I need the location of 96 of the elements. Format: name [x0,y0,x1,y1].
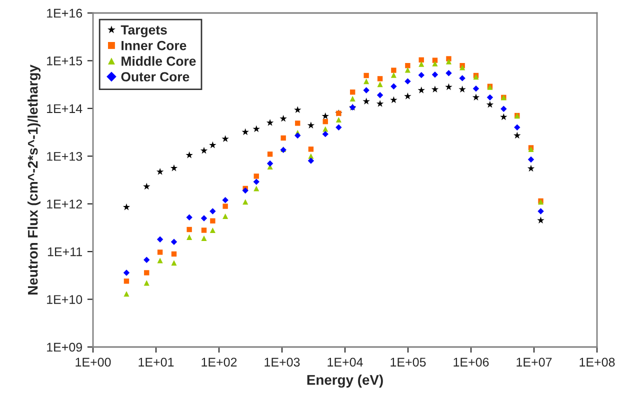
point [390,72,396,78]
point [254,186,260,192]
legend-label: Inner Core [122,40,186,50]
point [171,260,177,266]
point [418,86,425,94]
x-tick-label: 1E+05 [390,358,426,367]
point [376,100,384,107]
point [404,92,412,100]
x-tick-label: 1E+03 [264,358,300,367]
y-tick-label: 1E+16 [47,8,82,18]
point [170,238,178,245]
point [364,78,370,84]
legend-label: Outer Core [121,72,190,82]
point [458,86,466,93]
point [322,112,329,120]
point [500,106,507,112]
point [267,152,273,157]
y-tick-label: 1E+15 [47,56,82,66]
x-tick-label: 1E+06 [454,358,489,367]
point [472,94,480,101]
y-tick-label: 1E+12 [47,200,82,208]
point [254,174,259,179]
point [446,70,452,76]
point [322,126,328,132]
point [418,57,424,62]
point [252,125,260,132]
point [266,160,274,167]
point [431,86,439,93]
point [156,168,164,175]
point [418,61,424,67]
point [377,76,383,82]
point [364,72,369,78]
point [308,153,314,159]
point [527,164,535,172]
x-tick-label: 1E+02 [202,358,237,367]
point [391,68,396,73]
point [405,63,410,68]
x-tick-label: 1E+00 [76,358,111,367]
point [294,132,301,139]
point [336,116,342,122]
point [143,182,150,190]
point [376,92,384,98]
point [472,86,480,92]
point [322,118,328,124]
point [336,124,342,131]
point [446,58,452,64]
point [500,113,508,120]
x-axis-title: Energy (eV) [307,374,383,388]
point [308,146,314,152]
y-tick-label: 1E+11 [48,248,82,256]
y-axis-title: Neutron Flux (cm^-2*s^-1)/lethargy [28,64,41,294]
point [144,256,150,263]
point [280,135,286,141]
point [514,132,521,139]
point [432,72,438,78]
legend-label: Targets [120,25,167,38]
point [363,87,370,94]
point [528,156,534,163]
point [390,96,398,104]
point [307,122,315,129]
x-tick-label: 1E+08 [580,358,615,367]
y-tick-label: 1E+14 [47,104,82,113]
x-tick-label: 1E+01 [138,358,174,367]
point [459,75,466,82]
x-tick-label: 1E+07 [516,358,552,367]
point [486,100,494,108]
point [280,114,287,122]
point [362,98,370,105]
legend-label: Middle Core [122,56,196,66]
x-tick-label: 1E+04 [328,358,363,367]
point [404,78,411,84]
point [445,83,452,90]
point [156,236,164,242]
point [294,106,302,114]
point [418,72,424,78]
point [144,270,150,276]
point [157,250,163,255]
point [350,96,356,102]
point [377,82,383,88]
point [171,251,177,257]
point [432,60,438,66]
point [322,130,328,138]
point [253,178,260,185]
y-tick-label: 1E+09 [47,342,82,352]
point [170,164,178,172]
point [157,258,163,264]
point [308,158,314,164]
point [486,94,494,101]
point [350,89,356,95]
point [390,83,397,90]
point [432,58,438,63]
y-tick-label: 1E+10 [47,295,82,304]
y-tick-label: 1E+13 [47,152,82,161]
point [295,120,300,126]
point [266,118,274,126]
point [514,124,520,131]
